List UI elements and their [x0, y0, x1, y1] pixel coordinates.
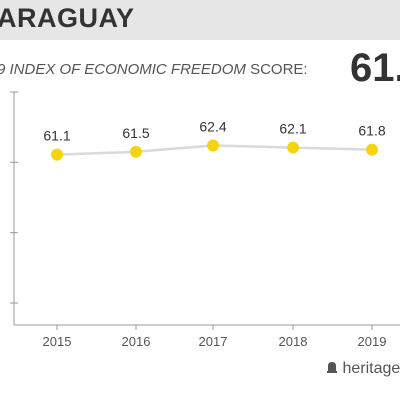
- header-bar: ARAGUAY: [0, 0, 400, 40]
- data-label: 61.8: [358, 123, 385, 139]
- data-point: [287, 141, 299, 154]
- score-label: 9 INDEX OF ECONOMIC FREEDOM SCORE:: [0, 61, 308, 78]
- country-title: ARAGUAY: [0, 3, 135, 33]
- data-label: 62.1: [279, 121, 306, 137]
- data-label: 61.1: [43, 128, 70, 144]
- x-tick-label: 2018: [279, 334, 308, 349]
- data-label: 62.4: [199, 118, 226, 134]
- data-point: [366, 143, 378, 156]
- x-tick-label: 2016: [122, 334, 151, 349]
- source-text: heritage.o: [342, 360, 400, 377]
- source-footer: heritage.o: [326, 360, 400, 378]
- data-point: [130, 145, 142, 158]
- score-label-suffix: SCORE:: [245, 61, 308, 78]
- data-point: [207, 139, 219, 152]
- x-tick-label: 2017: [199, 334, 228, 349]
- data-label: 61.5: [122, 125, 149, 141]
- x-tick-label: 2015: [43, 334, 72, 349]
- score-label-index: 9 INDEX OF ECONOMIC FREEDOM: [0, 61, 246, 78]
- x-tick-label: 2019: [358, 334, 387, 349]
- bell-icon: [327, 362, 337, 373]
- data-point: [51, 148, 63, 161]
- score-value: 61.: [350, 46, 400, 90]
